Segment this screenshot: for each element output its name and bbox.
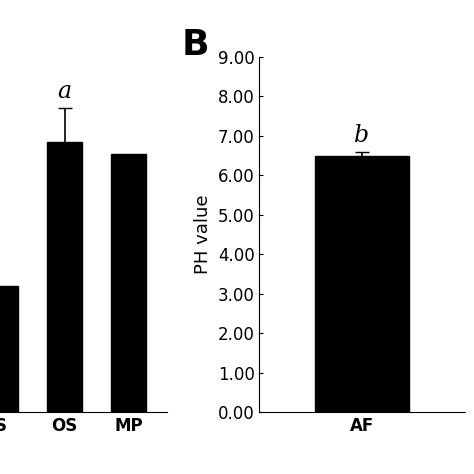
Bar (47, 142, 82, 412)
Text: a: a (57, 81, 72, 103)
Y-axis label: PH value: PH value (194, 195, 212, 274)
Bar (315, 155, 409, 412)
Text: B: B (182, 28, 209, 63)
Bar (111, 154, 146, 412)
Bar (0, 286, 18, 412)
Text: b: b (355, 124, 370, 147)
